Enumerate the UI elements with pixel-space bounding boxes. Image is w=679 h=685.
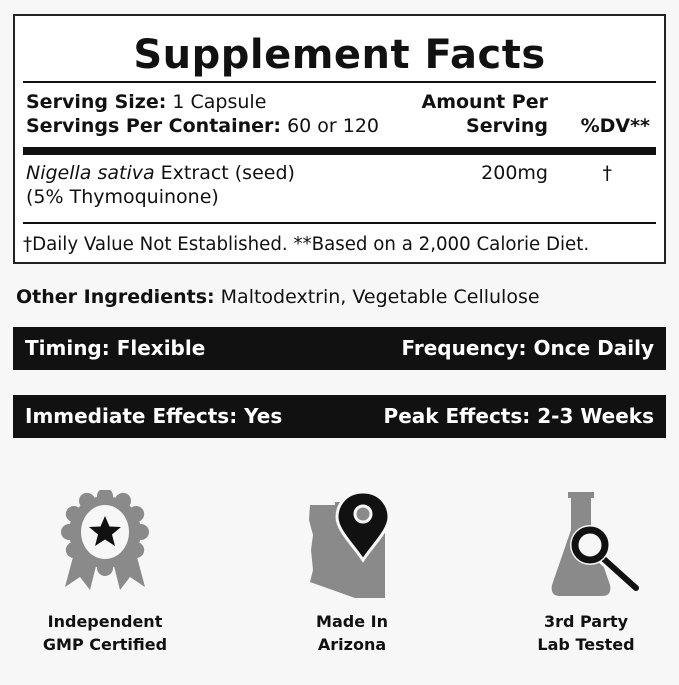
- supplement-facts-panel: Supplement Facts Serving Size: 1 Capsule…: [13, 14, 666, 264]
- serving-size: Serving Size: 1 Capsule: [26, 91, 267, 113]
- badge-lab-tested: 3rd Party Lab Tested: [537, 612, 635, 654]
- ingredient-dv: †: [602, 162, 613, 184]
- other-ingredients: Other Ingredients: Maltodextrin, Vegetab…: [16, 286, 540, 308]
- footnote: †Daily Value Not Established. **Based on…: [23, 234, 590, 255]
- badge-gmp-certified: Independent GMP Certified: [42, 612, 168, 654]
- divider: [23, 81, 656, 83]
- divider: [23, 222, 656, 224]
- timing-bar: Timing: Flexible Frequency: Once Daily: [13, 327, 666, 370]
- award-ribbon-icon: [61, 490, 149, 590]
- lab-flask-magnifier-icon: [551, 492, 642, 596]
- servings-per-container: Servings Per Container: 60 or 120: [26, 115, 380, 137]
- dv-header: %DV**: [580, 115, 650, 137]
- thick-divider: [23, 147, 656, 155]
- ingredient-name: Nigella sativa Extract (seed): [26, 162, 295, 184]
- effects-bar: Immediate Effects: Yes Peak Effects: 2-3…: [13, 395, 666, 438]
- ingredient-standardization: (5% Thymoquinone): [26, 186, 219, 208]
- amount-header: Amount Per Serving: [421, 91, 549, 137]
- facts-title: Supplement Facts: [133, 32, 546, 78]
- peak-effects-text: Peak Effects: 2-3 Weeks: [383, 404, 654, 428]
- badge-made-in-arizona: Made In Arizona: [316, 612, 388, 654]
- ingredient-amount: 200mg: [481, 162, 548, 184]
- frequency-text: Frequency: Once Daily: [401, 336, 655, 360]
- arizona-map-pin-icon: [309, 490, 390, 598]
- timing-text: Timing: Flexible: [25, 336, 206, 360]
- immediate-effects-text: Immediate Effects: Yes: [25, 404, 283, 428]
